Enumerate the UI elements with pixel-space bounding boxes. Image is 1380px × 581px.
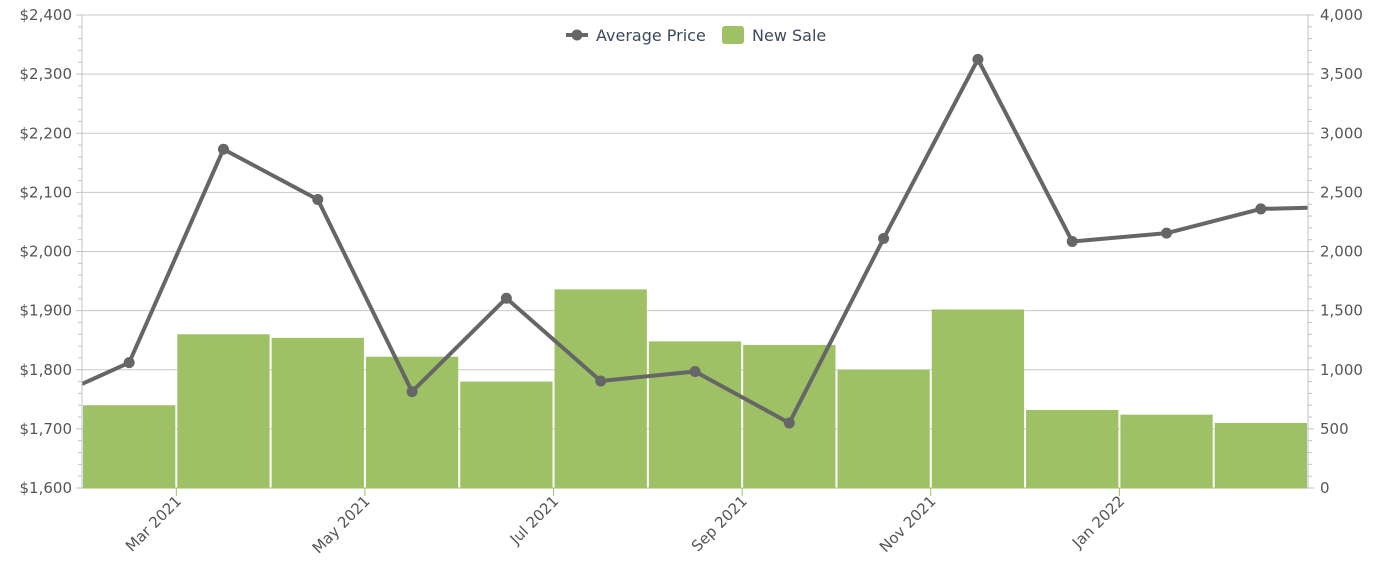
x-axis-tick-label: Sep 2021 (688, 492, 751, 555)
left-axis-tick-label: $1,600 (20, 479, 73, 497)
right-axis-tick-label: 500 (1320, 420, 1349, 438)
left-axis-tick-label: $2,100 (20, 183, 73, 201)
point-average-price-feb-2021 (123, 357, 135, 369)
right-axis-tick-label: 0 (1320, 479, 1330, 497)
legend-bar-symbol (722, 26, 744, 44)
bar-new-sale-sep-2021 (743, 344, 836, 488)
left-axis-tick-label: $1,700 (20, 420, 73, 438)
left-axis-tick-label: $1,800 (20, 361, 73, 379)
point-average-price-jun-2021 (500, 292, 512, 304)
left-axis-tick-label: $2,000 (20, 243, 73, 261)
bar-new-sale-mar-2021 (177, 334, 270, 488)
axes: $1,600 $1,700 $1,800 $1,900 $2,000 $2,100 $2,2… (20, 6, 1363, 557)
legend: Average Price New Sale (566, 26, 826, 45)
left-axis-tick-label: $2,300 (20, 65, 73, 83)
point-average-price-jan-2022 (1161, 227, 1173, 239)
bar-new-sale-feb-2022 (1214, 422, 1307, 488)
bar-new-sale-jul-2021 (554, 289, 647, 488)
bar-series-new-sale (83, 289, 1307, 488)
right-axis-tick-label: 1,000 (1320, 361, 1363, 379)
right-axis-tick-label: 1,500 (1320, 302, 1363, 320)
bar-new-sale-nov-2021 (931, 309, 1025, 488)
bar-new-sale-jan-2022 (1120, 414, 1213, 488)
point-average-price-sep-2021 (783, 417, 795, 429)
point-average-price-may-2021 (406, 386, 418, 398)
right-axis-tick-label: 2,000 (1320, 243, 1363, 261)
point-average-price-oct-2021 (878, 232, 890, 244)
right-axis-tick-label: 2,500 (1320, 183, 1363, 201)
point-average-price-aug-2021 (689, 366, 701, 378)
x-axis-tick-label: Mar 2021 (122, 492, 185, 555)
bar-new-sale-may-2021 (365, 356, 459, 488)
point-average-price-mar-2021 (217, 143, 229, 155)
point-average-price-apr-2021 (312, 193, 324, 205)
left-axis-tick-label: $2,200 (20, 124, 73, 142)
bar-new-sale-jun-2021 (460, 381, 553, 488)
bar-new-sale-apr-2021 (271, 337, 364, 488)
bar-new-sale-feb-2021 (83, 405, 176, 488)
point-average-price-nov-2021 (972, 53, 984, 65)
right-axis-tick-label: 4,000 (1320, 6, 1363, 24)
x-axis-tick-label: May 2021 (309, 492, 374, 557)
left-axis-tick-label: $2,400 (20, 6, 73, 24)
x-axis-tick-label: Jul 2021 (506, 492, 563, 549)
legend-line-marker (571, 29, 583, 41)
left-axis-tick-label: $1,900 (20, 302, 73, 320)
legend-label-new-sale: New Sale (752, 26, 826, 45)
point-average-price-jul-2021 (595, 375, 607, 387)
point-average-price-feb-2022 (1255, 203, 1267, 215)
bar-new-sale-dec-2021 (1026, 409, 1119, 488)
bar-new-sale-oct-2021 (837, 369, 930, 488)
line-series-average-price (81, 53, 1309, 429)
point-average-price-dec-2021 (1066, 235, 1078, 247)
right-axis-tick-label: 3,500 (1320, 65, 1363, 83)
x-axis-tick-label: Jan 2022 (1068, 492, 1128, 552)
x-axis-tick-label: Nov 2021 (876, 492, 940, 556)
right-axis-tick-label: 3,000 (1320, 124, 1363, 142)
bar-new-sale-aug-2021 (648, 341, 742, 488)
legend-label-average-price: Average Price (596, 26, 706, 45)
